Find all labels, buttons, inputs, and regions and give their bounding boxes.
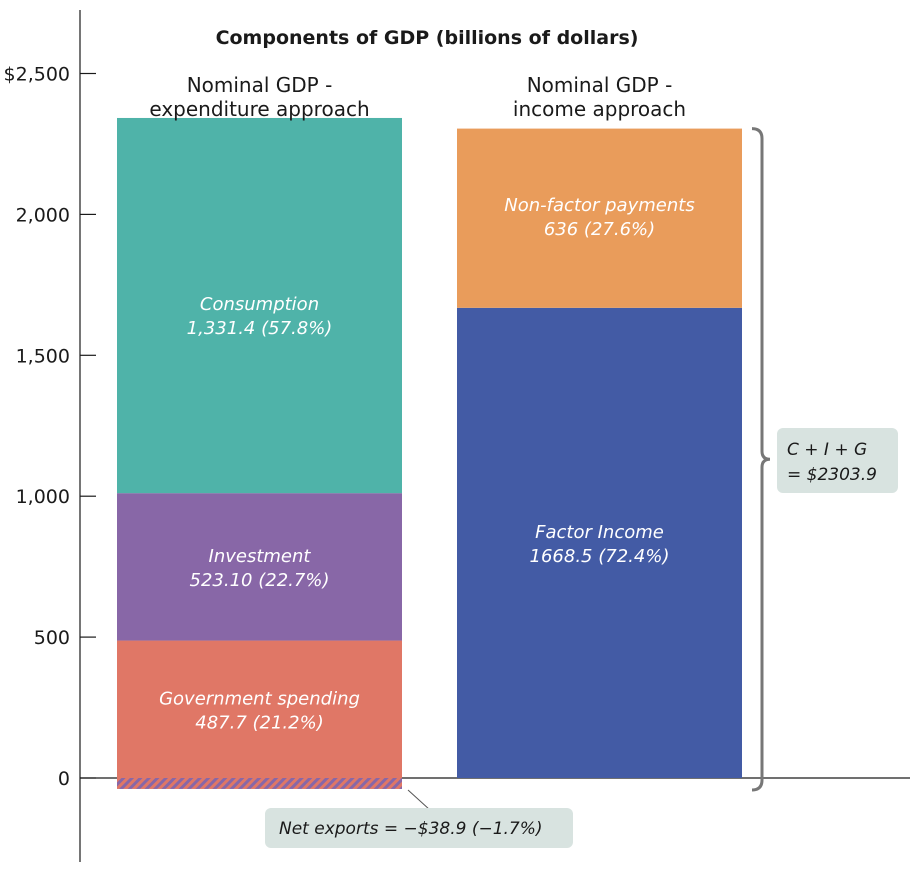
segment-label-investment: Investment [209, 546, 312, 567]
y-tick-label: 1,000 [16, 486, 70, 508]
segment-value-government: 487.7 (21.2%) [195, 712, 323, 733]
bar-segment-factor [457, 307, 742, 778]
y-tick-label: 1,500 [16, 345, 70, 367]
bar-header-line: expenditure approach [149, 97, 369, 121]
net-exports-note-box [265, 808, 573, 848]
segment-label-nonfactor: Non-factor payments [504, 195, 694, 216]
bracket-label-line1: C + I + G [787, 440, 867, 460]
bar-segment-nonfactor [457, 128, 742, 308]
bar-segment-investment [117, 493, 402, 641]
bracket-line [751, 127, 771, 792]
bracket-label-line2: = $2303.9 [787, 465, 877, 485]
net-exports-annotation: Net exports = −$38.9 (−1.7%) [265, 789, 573, 848]
net-exports-leader [407, 789, 431, 811]
y-tick-label: 2,000 [16, 204, 70, 226]
bar-header-line: Nominal GDP - [187, 73, 333, 97]
bar-header-line: Nominal GDP - [527, 73, 673, 97]
segment-value-investment: 523.10 (22.7%) [190, 570, 330, 591]
segment-label-consumption: Consumption [200, 294, 319, 315]
bar-headers: Nominal GDP -expenditure approachNominal… [149, 73, 686, 121]
segment-value-nonfactor: 636 (27.6%) [544, 219, 655, 240]
segment-label-government: Government spending [159, 688, 360, 709]
net-exports-label: Net exports = −$38.9 (−1.7%) [279, 819, 543, 839]
y-tick-label: 0 [58, 768, 70, 790]
segment-value-consumption: 1,331.4 (57.8%) [187, 318, 333, 339]
bar-segment-government [117, 640, 402, 778]
segment-labels: Government spending 487.7 (21.2%) Investme… [159, 195, 695, 733]
bars [117, 117, 742, 789]
y-tick-label: 500 [34, 627, 70, 649]
segment-label-factor: Factor Income [535, 522, 664, 543]
bar-header-line: income approach [513, 97, 686, 121]
segment-value-factor: 1668.5 (72.4%) [530, 546, 670, 567]
y-tick-label: $2,500 [4, 64, 70, 86]
bracket-annotation: C + I + G = $2303.9 [751, 127, 898, 792]
bar-segment-net-exports [117, 778, 402, 789]
bracket-note-box [777, 428, 898, 493]
chart-title: Components of GDP (billions of dollars) [216, 27, 639, 49]
bar-segment-consumption [117, 117, 402, 494]
